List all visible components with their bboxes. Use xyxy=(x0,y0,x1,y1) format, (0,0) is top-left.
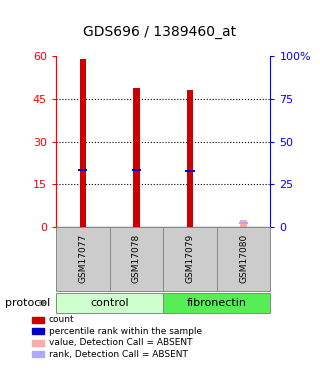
Text: protocol: protocol xyxy=(5,298,50,308)
Text: GDS696 / 1389460_at: GDS696 / 1389460_at xyxy=(84,26,236,39)
Text: value, Detection Call = ABSENT: value, Detection Call = ABSENT xyxy=(49,338,192,347)
Text: control: control xyxy=(90,298,129,308)
Bar xyxy=(240,220,247,227)
Text: GSM17079: GSM17079 xyxy=(186,234,195,284)
Bar xyxy=(186,170,195,172)
Text: GSM17077: GSM17077 xyxy=(78,234,87,284)
Bar xyxy=(187,90,193,227)
Text: count: count xyxy=(49,315,75,324)
Text: percentile rank within the sample: percentile rank within the sample xyxy=(49,327,202,336)
Bar xyxy=(239,222,248,224)
Bar xyxy=(133,87,140,227)
Bar xyxy=(78,169,87,171)
Text: rank, Detection Call = ABSENT: rank, Detection Call = ABSENT xyxy=(49,350,188,359)
Bar xyxy=(132,169,141,171)
Text: GSM17078: GSM17078 xyxy=(132,234,141,284)
Bar xyxy=(80,59,86,227)
Text: GSM17080: GSM17080 xyxy=(239,234,248,284)
Text: fibronectin: fibronectin xyxy=(187,298,247,308)
